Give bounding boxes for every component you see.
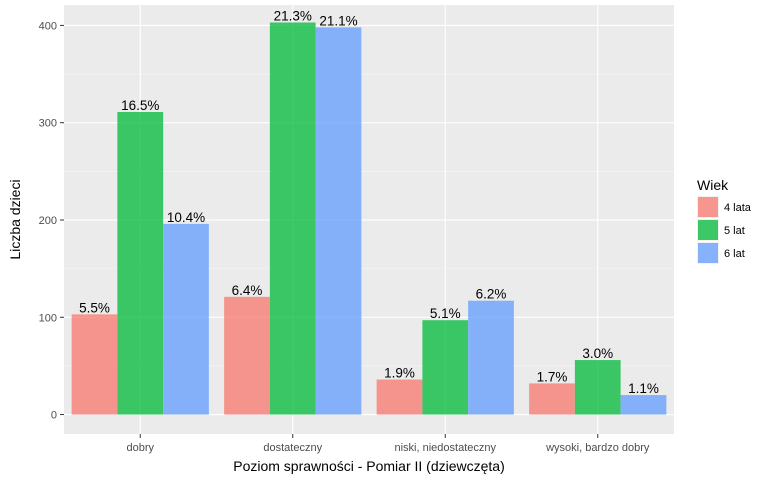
legend-title: Wiek bbox=[697, 177, 729, 193]
data-label: 6.2% bbox=[476, 287, 507, 302]
bar bbox=[163, 223, 209, 415]
legend-swatch bbox=[698, 243, 718, 263]
bar bbox=[574, 360, 621, 415]
x-tick-label: dobry bbox=[126, 442, 154, 454]
bar bbox=[422, 320, 469, 415]
legend: Wiek 4 lata 5 lat 6 lat bbox=[697, 177, 752, 264]
y-tick-label: 300 bbox=[39, 118, 57, 130]
x-tick-label: wysoki, bardzo dobry bbox=[545, 442, 650, 454]
legend-label: 6 lat bbox=[724, 248, 745, 260]
data-label: 10.4% bbox=[167, 210, 205, 225]
bar bbox=[269, 22, 316, 415]
data-label: 6.4% bbox=[232, 283, 263, 298]
y-tick-label: 100 bbox=[39, 312, 57, 324]
y-tick-label: 400 bbox=[39, 20, 57, 32]
x-tick-label: niski, niedostateczny bbox=[395, 442, 497, 454]
bar bbox=[224, 296, 270, 415]
legend-swatch bbox=[698, 197, 718, 217]
data-label: 5.5% bbox=[79, 300, 110, 315]
data-labels: 5.5% 16.5% 10.4% 6.4% 21.3% 21.1% 1.9% 5.1% 6.2%… bbox=[79, 9, 659, 397]
bar bbox=[620, 395, 667, 415]
bars bbox=[71, 22, 667, 415]
bar bbox=[71, 314, 118, 415]
bar bbox=[376, 379, 423, 415]
legend-label: 4 lata bbox=[724, 202, 752, 214]
y-axis-title: Liczba dzieci bbox=[7, 179, 23, 259]
bar bbox=[468, 300, 514, 415]
y-axis: 0 100 200 300 400 bbox=[39, 20, 64, 422]
y-tick-label: 0 bbox=[51, 410, 57, 422]
data-label: 5.1% bbox=[430, 306, 461, 321]
data-label: 3.0% bbox=[582, 346, 613, 361]
legend-swatch bbox=[698, 220, 718, 240]
data-label: 1.7% bbox=[537, 369, 568, 384]
x-axis: dobry dostateczny niski, niedostateczny wys… bbox=[126, 434, 650, 454]
x-axis-title: Poziom sprawności - Pomiar II (dziewczęt… bbox=[233, 458, 505, 474]
data-label: 21.1% bbox=[319, 13, 357, 28]
data-label: 1.1% bbox=[628, 381, 659, 396]
data-label: 16.5% bbox=[121, 98, 159, 113]
legend-label: 5 lat bbox=[724, 225, 745, 237]
y-tick-label: 200 bbox=[39, 215, 57, 227]
data-label: 1.9% bbox=[384, 366, 415, 381]
bar bbox=[529, 383, 575, 415]
bar bbox=[315, 27, 362, 415]
bar bbox=[117, 112, 164, 415]
data-label: 21.3% bbox=[274, 9, 312, 24]
x-tick-label: dostateczny bbox=[263, 442, 322, 454]
